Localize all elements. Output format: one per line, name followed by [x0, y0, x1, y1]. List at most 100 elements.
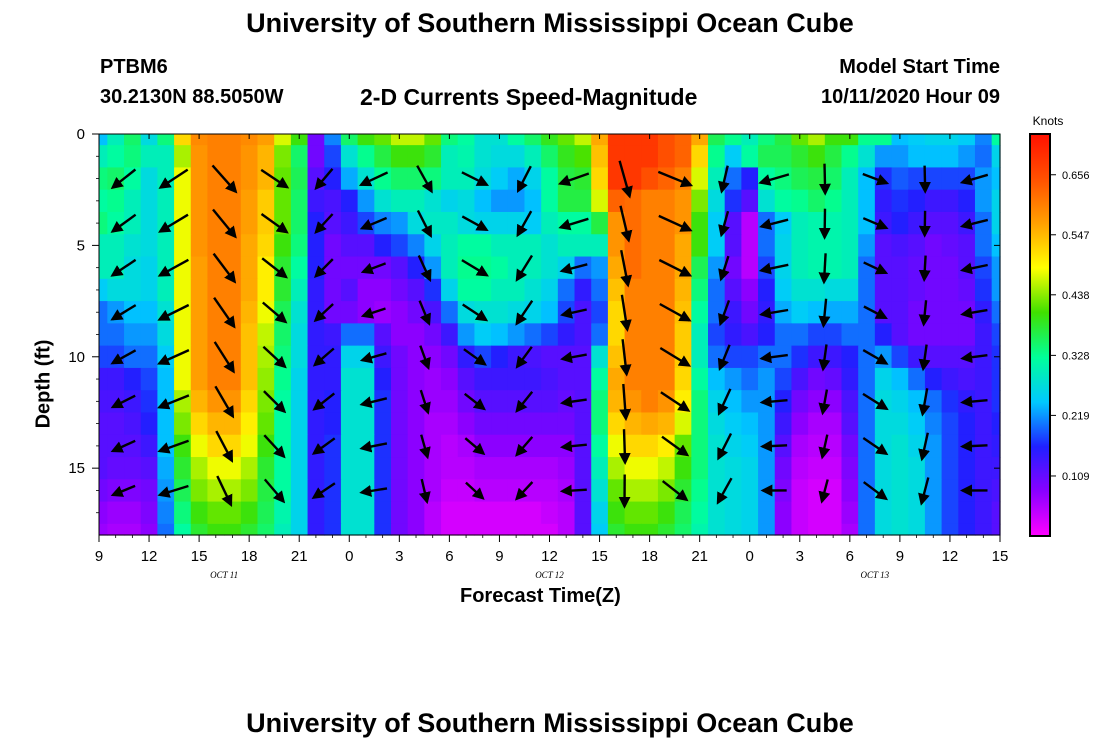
current-arrows — [110, 160, 989, 509]
heatmap-cell — [224, 134, 242, 146]
heatmap-cell — [791, 145, 809, 169]
heatmap-cell — [791, 479, 809, 503]
heatmap-cell — [774, 167, 793, 191]
heatmap-cell — [641, 412, 659, 436]
heatmap-cell — [474, 479, 492, 503]
heatmap-cell — [357, 412, 375, 436]
heatmap-cell — [541, 211, 559, 235]
heatmap-cell — [858, 145, 876, 169]
heatmap-cell — [974, 367, 993, 391]
heatmap-cell — [441, 323, 459, 347]
heatmap-cell — [874, 434, 893, 458]
heatmap-cell — [240, 256, 259, 280]
heatmap-cell — [140, 345, 158, 369]
x-tick-label: 9 — [95, 548, 103, 565]
heatmap-cell — [340, 167, 359, 191]
heatmap-cell — [691, 479, 709, 503]
current-arrow — [818, 298, 831, 329]
heatmap-cell — [340, 412, 359, 436]
heatmap-cell — [274, 412, 292, 436]
heatmap-cell — [941, 479, 959, 503]
heatmap-cell — [207, 145, 225, 169]
heatmap-cell — [941, 234, 959, 258]
heatmap-cell — [340, 189, 359, 213]
current-arrow — [359, 216, 388, 231]
current-arrow — [158, 213, 189, 233]
heatmap-cell — [474, 189, 492, 213]
heatmap-cell — [791, 390, 809, 414]
heatmap-cell — [591, 189, 609, 213]
heatmap-cell — [941, 167, 959, 191]
heatmap-cell — [524, 457, 542, 480]
heatmap-cell — [157, 457, 175, 480]
heatmap-cell — [874, 278, 893, 302]
heatmap-cell — [691, 234, 709, 258]
heatmap-cell — [157, 134, 175, 146]
heatmap-cell — [190, 390, 209, 414]
heatmap-cell — [891, 211, 909, 235]
heatmap-cell — [491, 457, 509, 480]
heatmap-cell — [474, 412, 492, 436]
heatmap-cell — [174, 145, 192, 169]
current-arrow — [312, 347, 335, 367]
heatmap-cell — [657, 457, 676, 480]
heatmap-cell — [374, 211, 392, 235]
heatmap-cell — [624, 434, 642, 458]
heatmap-cell — [224, 145, 242, 169]
heatmap-cell — [290, 501, 309, 525]
heatmap-cell — [741, 211, 759, 235]
heatmap-cell — [941, 390, 959, 414]
heatmap-cell — [624, 189, 642, 213]
heatmap-cell — [808, 189, 826, 213]
heatmap-cell — [657, 301, 676, 324]
station-location: 30.2130N 88.5050W — [100, 86, 284, 108]
heatmap-cell — [708, 479, 726, 503]
heatmap-cell — [441, 390, 459, 414]
heatmap-cell — [958, 134, 976, 146]
current-arrow — [463, 392, 486, 411]
heatmap-cell — [941, 457, 959, 480]
heatmap-cell — [274, 523, 292, 536]
current-arrow — [818, 389, 831, 416]
heatmap-cell — [157, 501, 175, 525]
y-tick-label: 5 — [77, 237, 85, 254]
heatmap-cell — [424, 367, 442, 391]
heatmap-cell — [941, 145, 959, 169]
heatmap-cell — [741, 523, 759, 536]
heatmap-cell — [99, 501, 108, 525]
heatmap-cell — [824, 134, 843, 146]
heatmap-cell — [224, 189, 242, 213]
heatmap-cell — [541, 345, 559, 369]
current-arrow — [461, 171, 490, 186]
heatmap-cell — [524, 256, 542, 280]
heatmap-cell — [741, 501, 759, 525]
current-arrow — [158, 168, 189, 189]
heatmap-cell — [924, 345, 943, 369]
heatmap-cell — [858, 479, 876, 503]
heatmap-cell — [557, 323, 576, 347]
heatmap-cell — [507, 323, 526, 347]
heatmap-cell — [174, 323, 192, 347]
heatmap-cell — [491, 278, 509, 302]
heatmap-cell — [691, 134, 709, 146]
heatmap-cell — [507, 145, 526, 169]
heatmap-cell — [908, 523, 926, 536]
heatmap-cell — [841, 457, 859, 480]
heatmap-cell — [390, 234, 409, 258]
heatmap-cell — [607, 479, 626, 503]
heatmap-cell — [290, 145, 309, 169]
heatmap-cell — [924, 523, 943, 536]
heatmap-cell — [624, 256, 642, 280]
heatmap-cell — [290, 189, 309, 213]
heatmap-cell — [824, 278, 843, 302]
heatmap-cell — [357, 145, 375, 169]
heatmap-cell — [891, 145, 909, 169]
heatmap-cell — [574, 278, 592, 302]
heatmap-cell — [324, 367, 342, 391]
current-arrow — [716, 477, 733, 505]
heatmap-cell — [841, 390, 859, 414]
current-arrow — [311, 482, 336, 499]
heatmap-cell — [307, 367, 325, 391]
heatmap-cell — [174, 189, 192, 213]
heatmap-cell — [824, 211, 843, 235]
